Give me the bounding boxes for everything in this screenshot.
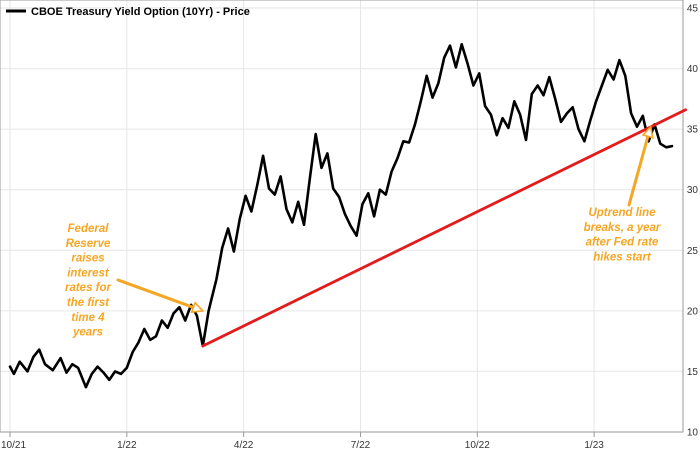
y-tick-label: 15 — [687, 367, 699, 378]
annotation-arrow-head — [641, 124, 654, 139]
annotation-text-line: time 4 — [71, 312, 105, 324]
x-tick-label: 1/23 — [584, 440, 604, 451]
x-tick-label: 4/22 — [234, 440, 254, 451]
y-tick-label: 40 — [687, 64, 699, 75]
annotation-text-line: the first — [67, 297, 110, 309]
plot-frame — [0, 0, 684, 433]
x-tick-label: 7/22 — [351, 440, 371, 451]
y-axis: 10 15 20 25 30 35 40 45 — [687, 4, 699, 439]
annotation-arrow-head — [190, 301, 205, 314]
annotation-text-line: breaks, a year — [584, 222, 661, 234]
y-tick-label: 25 — [687, 246, 699, 257]
y-tick-label: 30 — [687, 185, 699, 196]
y-tick-label: 35 — [687, 125, 699, 136]
y-tick-label: 45 — [687, 4, 699, 15]
series-layer — [8, 42, 687, 389]
annotations-layer: Federal Reserve raises interest rates for the… — [65, 124, 661, 339]
annotation-text-line: rates for — [65, 282, 112, 294]
annotation-arrow-shaft — [116, 278, 195, 309]
annotation-text-line: Reserve — [66, 238, 111, 250]
annotation-text-line: Federal — [68, 223, 110, 235]
price-series-line — [8, 42, 674, 389]
annotation-text-line: interest — [67, 267, 110, 279]
legend-label: CBOE Treasury Yield Option (10Yr) - Pric… — [31, 6, 250, 18]
uptrend-line — [201, 108, 687, 348]
annotation-text-line: raises — [71, 253, 104, 265]
legend: CBOE Treasury Yield Option (10Yr) - Pric… — [6, 6, 250, 18]
x-axis: 10/21 1/22 4/22 7/22 10/22 1/23 — [1, 432, 604, 451]
annotation-text-line: hikes start — [593, 251, 652, 263]
x-tick-label: 1/22 — [117, 440, 137, 451]
x-tick-label: 10/22 — [465, 440, 490, 451]
annotation-arrow-shaft — [627, 134, 650, 207]
y-tick-label: 10 — [687, 428, 699, 439]
x-tick-label: 10/21 — [1, 440, 26, 451]
annotation-text-line: after Fed rate — [586, 237, 659, 249]
annotation-text-line: Uptrend line — [588, 207, 656, 219]
annotation-text-line: years — [72, 327, 103, 339]
gridlines — [0, 0, 683, 433]
y-tick-label: 20 — [687, 306, 699, 317]
